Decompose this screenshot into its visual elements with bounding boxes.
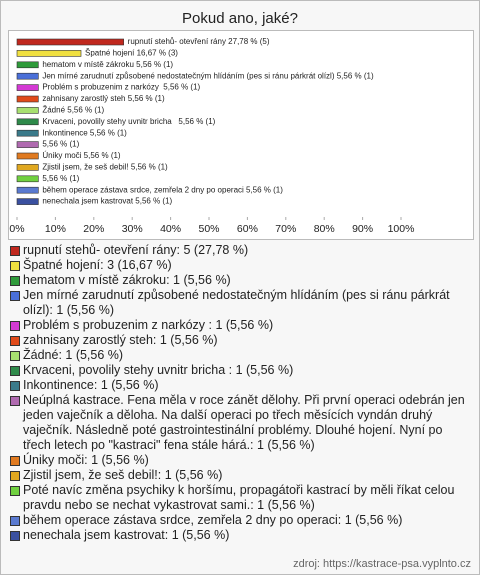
legend-swatch	[10, 531, 20, 541]
x-tick-label: 0%	[9, 223, 24, 235]
legend-item: Žádné: 1 (5,56 %)	[9, 348, 471, 363]
bar	[16, 50, 82, 57]
legend-swatch	[10, 366, 20, 376]
bar-label: Zjistil jsem, že seš debil! 5,56 % (1)	[42, 163, 168, 172]
legend: rupnutí stehů- otevření rány: 5 (27,78 %…	[9, 243, 471, 543]
legend-item: nenechala jsem kastrovat: 1 (5,56 %)	[9, 528, 471, 543]
legend-item: Úniky moči: 1 (5,56 %)	[9, 453, 471, 468]
bar-label: hematom v místě zákroku 5,56 % (1)	[42, 60, 173, 69]
bar	[16, 186, 39, 194]
bar	[16, 141, 39, 148]
bar-label: Inkontinence 5,56 % (1)	[42, 128, 127, 137]
legend-swatch	[10, 276, 20, 286]
x-tick-label: 40%	[160, 223, 181, 235]
legend-swatch	[10, 486, 20, 496]
legend-swatch	[10, 246, 20, 256]
legend-swatch	[10, 456, 20, 466]
legend-swatch	[10, 381, 20, 391]
bar	[16, 61, 39, 69]
source: zdroj: https://kastrace-psa.vyplnto.cz	[293, 558, 471, 570]
bar-label: Žádné 5,56 % (1)	[42, 106, 104, 115]
bar	[16, 164, 39, 171]
legend-item: hematom v místě zákroku: 1 (5,56 %)	[9, 273, 471, 288]
bar	[16, 198, 39, 205]
legend-item: Zjistil jsem, že seš debil!: 1 (5,56 %)	[9, 468, 471, 483]
x-tick-label: 10%	[45, 223, 66, 235]
legend-item: Špatné hojení: 3 (16,67 %)	[9, 258, 471, 273]
x-tick-label: 50%	[198, 223, 219, 235]
bar-label: zahnisany zarostlý steh 5,56 % (1)	[42, 94, 165, 103]
legend-item: Krvaceni, povolily stehy uvnitr bricha :…	[9, 363, 471, 378]
bar-label: Úniky moči 5,56 % (1)	[42, 151, 121, 160]
x-tick-label: 100%	[388, 223, 415, 235]
bar-label: 5,56 % (1)	[42, 174, 79, 183]
legend-item: zahnisany zarostlý steh: 1 (5,56 %)	[9, 333, 471, 348]
x-tick-label: 80%	[314, 223, 335, 235]
legend-swatch	[10, 336, 20, 346]
bar	[16, 84, 39, 91]
bar-label: rupnutí stehů- otevření rány 27,78 % (5)	[128, 37, 270, 46]
legend-label: během operace zástava srdce, zemřela 2 d…	[23, 513, 403, 527]
chart: 0% 10% 20% 30% 40% 50% 60% 70% 80% 90% 100% rupnutí…	[8, 30, 474, 240]
bar	[16, 175, 39, 183]
legend-label: Problém s probuzenim z narkózy : 1 (5,56…	[23, 318, 274, 332]
legend-item: Problém s probuzenim z narkózy : 1 (5,56…	[9, 318, 471, 333]
x-tick-label: 90%	[352, 223, 373, 235]
legend-label: Poté navíc změna psychiky k horšímu, pro…	[23, 483, 455, 512]
legend-swatch	[10, 261, 20, 271]
x-tick-label: 30%	[122, 223, 143, 235]
bar-label: Špatné hojení 16,67 % (3)	[85, 49, 178, 58]
legend-label: Jen mírné zarudnutí způsobené nedostateč…	[23, 288, 450, 317]
legend-item: Poté navíc změna psychiky k horšímu, pro…	[9, 483, 471, 513]
legend-item: Jen mírné zarudnutí způsobené nedostateč…	[9, 288, 471, 318]
bar	[16, 129, 39, 137]
legend-swatch	[10, 471, 20, 481]
legend-swatch	[10, 396, 20, 406]
bar-label: Jen mírné zarudnutí způsobené nedostateč…	[42, 71, 374, 80]
legend-swatch	[10, 516, 20, 526]
legend-label: hematom v místě zákroku: 1 (5,56 %)	[23, 273, 231, 287]
legend-item: Neúplná kastrace. Fena měla v roce zánět…	[9, 393, 471, 453]
bar	[16, 152, 39, 160]
bar	[16, 107, 39, 114]
bar-label: během operace zástava srdce, zemřela 2 d…	[42, 185, 283, 194]
bar-label: Problém s probuzenim z narkózy 5,56 % (1…	[42, 83, 200, 92]
legend-label: Úniky moči: 1 (5,56 %)	[23, 453, 149, 467]
bar	[16, 72, 39, 80]
legend-swatch	[10, 291, 20, 301]
x-tick-label: 20%	[83, 223, 104, 235]
bar-label: nenechala jsem kastrovat 5,56 % (1)	[42, 197, 172, 206]
legend-swatch	[10, 321, 20, 331]
chart-title: Pokud ano, jaké?	[182, 10, 298, 27]
legend-label: Krvaceni, povolily stehy uvnitr bricha :…	[23, 363, 294, 377]
legend-label: Špatné hojení: 3 (16,67 %)	[23, 258, 172, 272]
bar-label: Krvaceni, povolily stehy uvnitr bricha 5…	[42, 117, 215, 126]
legend-swatch	[10, 351, 20, 361]
bar	[16, 118, 39, 126]
legend-label: Neúplná kastrace. Fena měla v roce zánět…	[23, 393, 465, 452]
legend-label: rupnutí stehů- otevření rány: 5 (27,78 %…	[23, 243, 249, 257]
x-tick-label: 60%	[237, 223, 258, 235]
legend-label: zahnisany zarostlý steh: 1 (5,56 %)	[23, 333, 218, 347]
legend-item: během operace zástava srdce, zemřela 2 d…	[9, 513, 471, 528]
legend-item: rupnutí stehů- otevření rány: 5 (27,78 %…	[9, 243, 471, 258]
bar	[16, 38, 124, 46]
legend-label: Zjistil jsem, že seš debil!: 1 (5,56 %)	[23, 468, 223, 482]
legend-label: Žádné: 1 (5,56 %)	[23, 348, 124, 362]
legend-label: nenechala jsem kastrovat: 1 (5,56 %)	[23, 528, 230, 542]
bar	[16, 95, 39, 103]
legend-item: Inkontinence: 1 (5,56 %)	[9, 378, 471, 393]
x-tick-label: 70%	[275, 223, 296, 235]
bar-label: 5,56 % (1)	[42, 140, 79, 149]
legend-label: Inkontinence: 1 (5,56 %)	[23, 378, 159, 392]
